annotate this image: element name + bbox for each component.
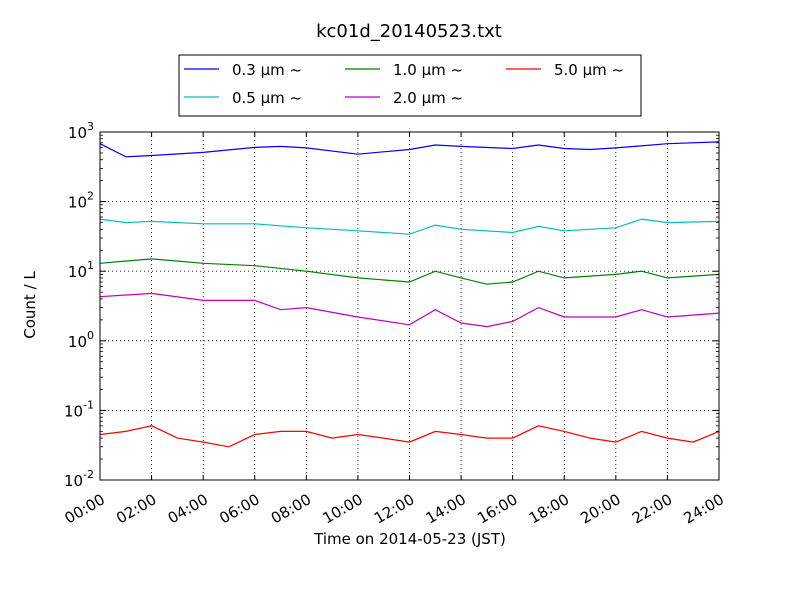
legend-label: 2.0 μm ~ xyxy=(393,89,463,107)
y-tick-label: 101 xyxy=(68,259,94,281)
y-tick-label: 103 xyxy=(68,120,94,142)
x-tick-labels: 00:00 02:00 04:00 06:00 08:00 10:00 12:00 14:00… xyxy=(62,490,727,527)
series-lines xyxy=(99,141,720,448)
x-tick-label: 22:00 xyxy=(629,490,675,527)
x-tick-label: 18:00 xyxy=(526,490,572,527)
series-line-4 xyxy=(99,292,720,328)
x-tick-label: 20:00 xyxy=(577,490,623,527)
ticks xyxy=(99,131,720,481)
x-tick-label: 02:00 xyxy=(113,490,159,527)
legend-label: 5.0 μm ~ xyxy=(554,61,624,79)
x-tick-label: 00:00 xyxy=(62,490,108,527)
x-tick-label: 24:00 xyxy=(681,490,727,527)
plot-background xyxy=(100,132,719,480)
legend-label: 0.5 μm ~ xyxy=(232,89,302,107)
y-axis-label: Count / L xyxy=(21,271,39,339)
y-tick-label: 100 xyxy=(68,329,94,351)
x-tick-label: 12:00 xyxy=(371,490,417,527)
x-tick-label: 14:00 xyxy=(423,490,469,527)
x-tick-label: 16:00 xyxy=(474,490,520,527)
x-tick-label: 06:00 xyxy=(216,490,262,527)
legend: 0.3 μm ~ 0.5 μm ~ 1.0 μm ~ 2.0 μm ~ 5.0 μm ~ xyxy=(178,54,642,117)
series-line-2 xyxy=(99,218,720,235)
legend-label: 0.3 μm ~ xyxy=(232,61,302,79)
series-line-3 xyxy=(99,258,720,285)
x-axis-label: Time on 2014-05-23 (JST) xyxy=(313,530,506,548)
y-tick-label: 10-1 xyxy=(64,398,94,420)
y-tick-labels: 10-2 10-1 100 101 102 103 xyxy=(64,120,94,490)
y-tick-label: 10-2 xyxy=(64,468,94,490)
plot-area xyxy=(99,131,720,481)
legend-box xyxy=(178,54,642,117)
x-tick-label: 10:00 xyxy=(319,490,365,527)
chart-title: kc01d_20140523.txt xyxy=(316,21,502,42)
y-tick-label: 102 xyxy=(68,190,94,212)
legend-label: 1.0 μm ~ xyxy=(393,61,463,79)
series-line-5 xyxy=(99,425,720,448)
series-line-1 xyxy=(99,141,720,158)
x-tick-label: 08:00 xyxy=(268,490,314,527)
x-tick-label: 04:00 xyxy=(165,490,211,527)
